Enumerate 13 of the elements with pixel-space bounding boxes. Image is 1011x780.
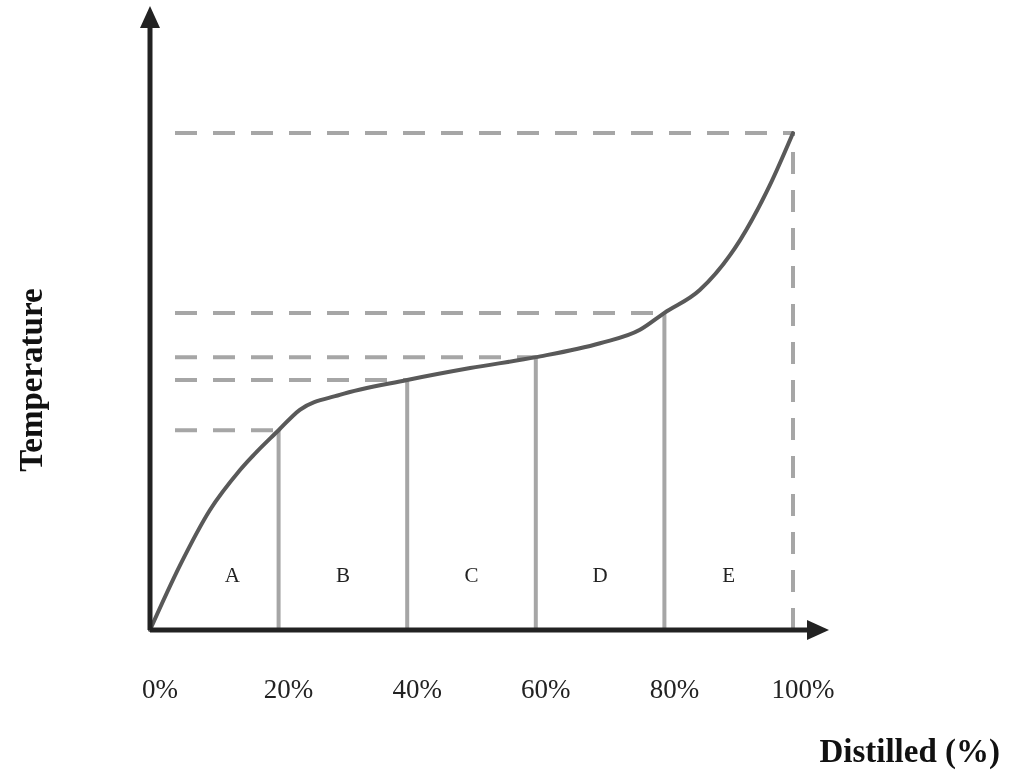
x-axis-title: Distilled (%) <box>819 733 1000 770</box>
x-tick-label: 20% <box>263 674 314 704</box>
x-tick-label: 60% <box>521 674 571 704</box>
annotation: D <box>592 562 608 587</box>
y-axis-title: Temperature <box>13 288 49 472</box>
x-tick-label: 0% <box>142 674 178 704</box>
annotation: C <box>464 562 479 587</box>
x-tick-label: 80% <box>649 674 700 704</box>
x-tick-label: 100% <box>771 674 835 704</box>
annotation: E <box>722 562 736 587</box>
annotation: A <box>224 562 241 587</box>
annotation: B <box>335 562 350 587</box>
x-tick-label: 40% <box>392 674 442 704</box>
